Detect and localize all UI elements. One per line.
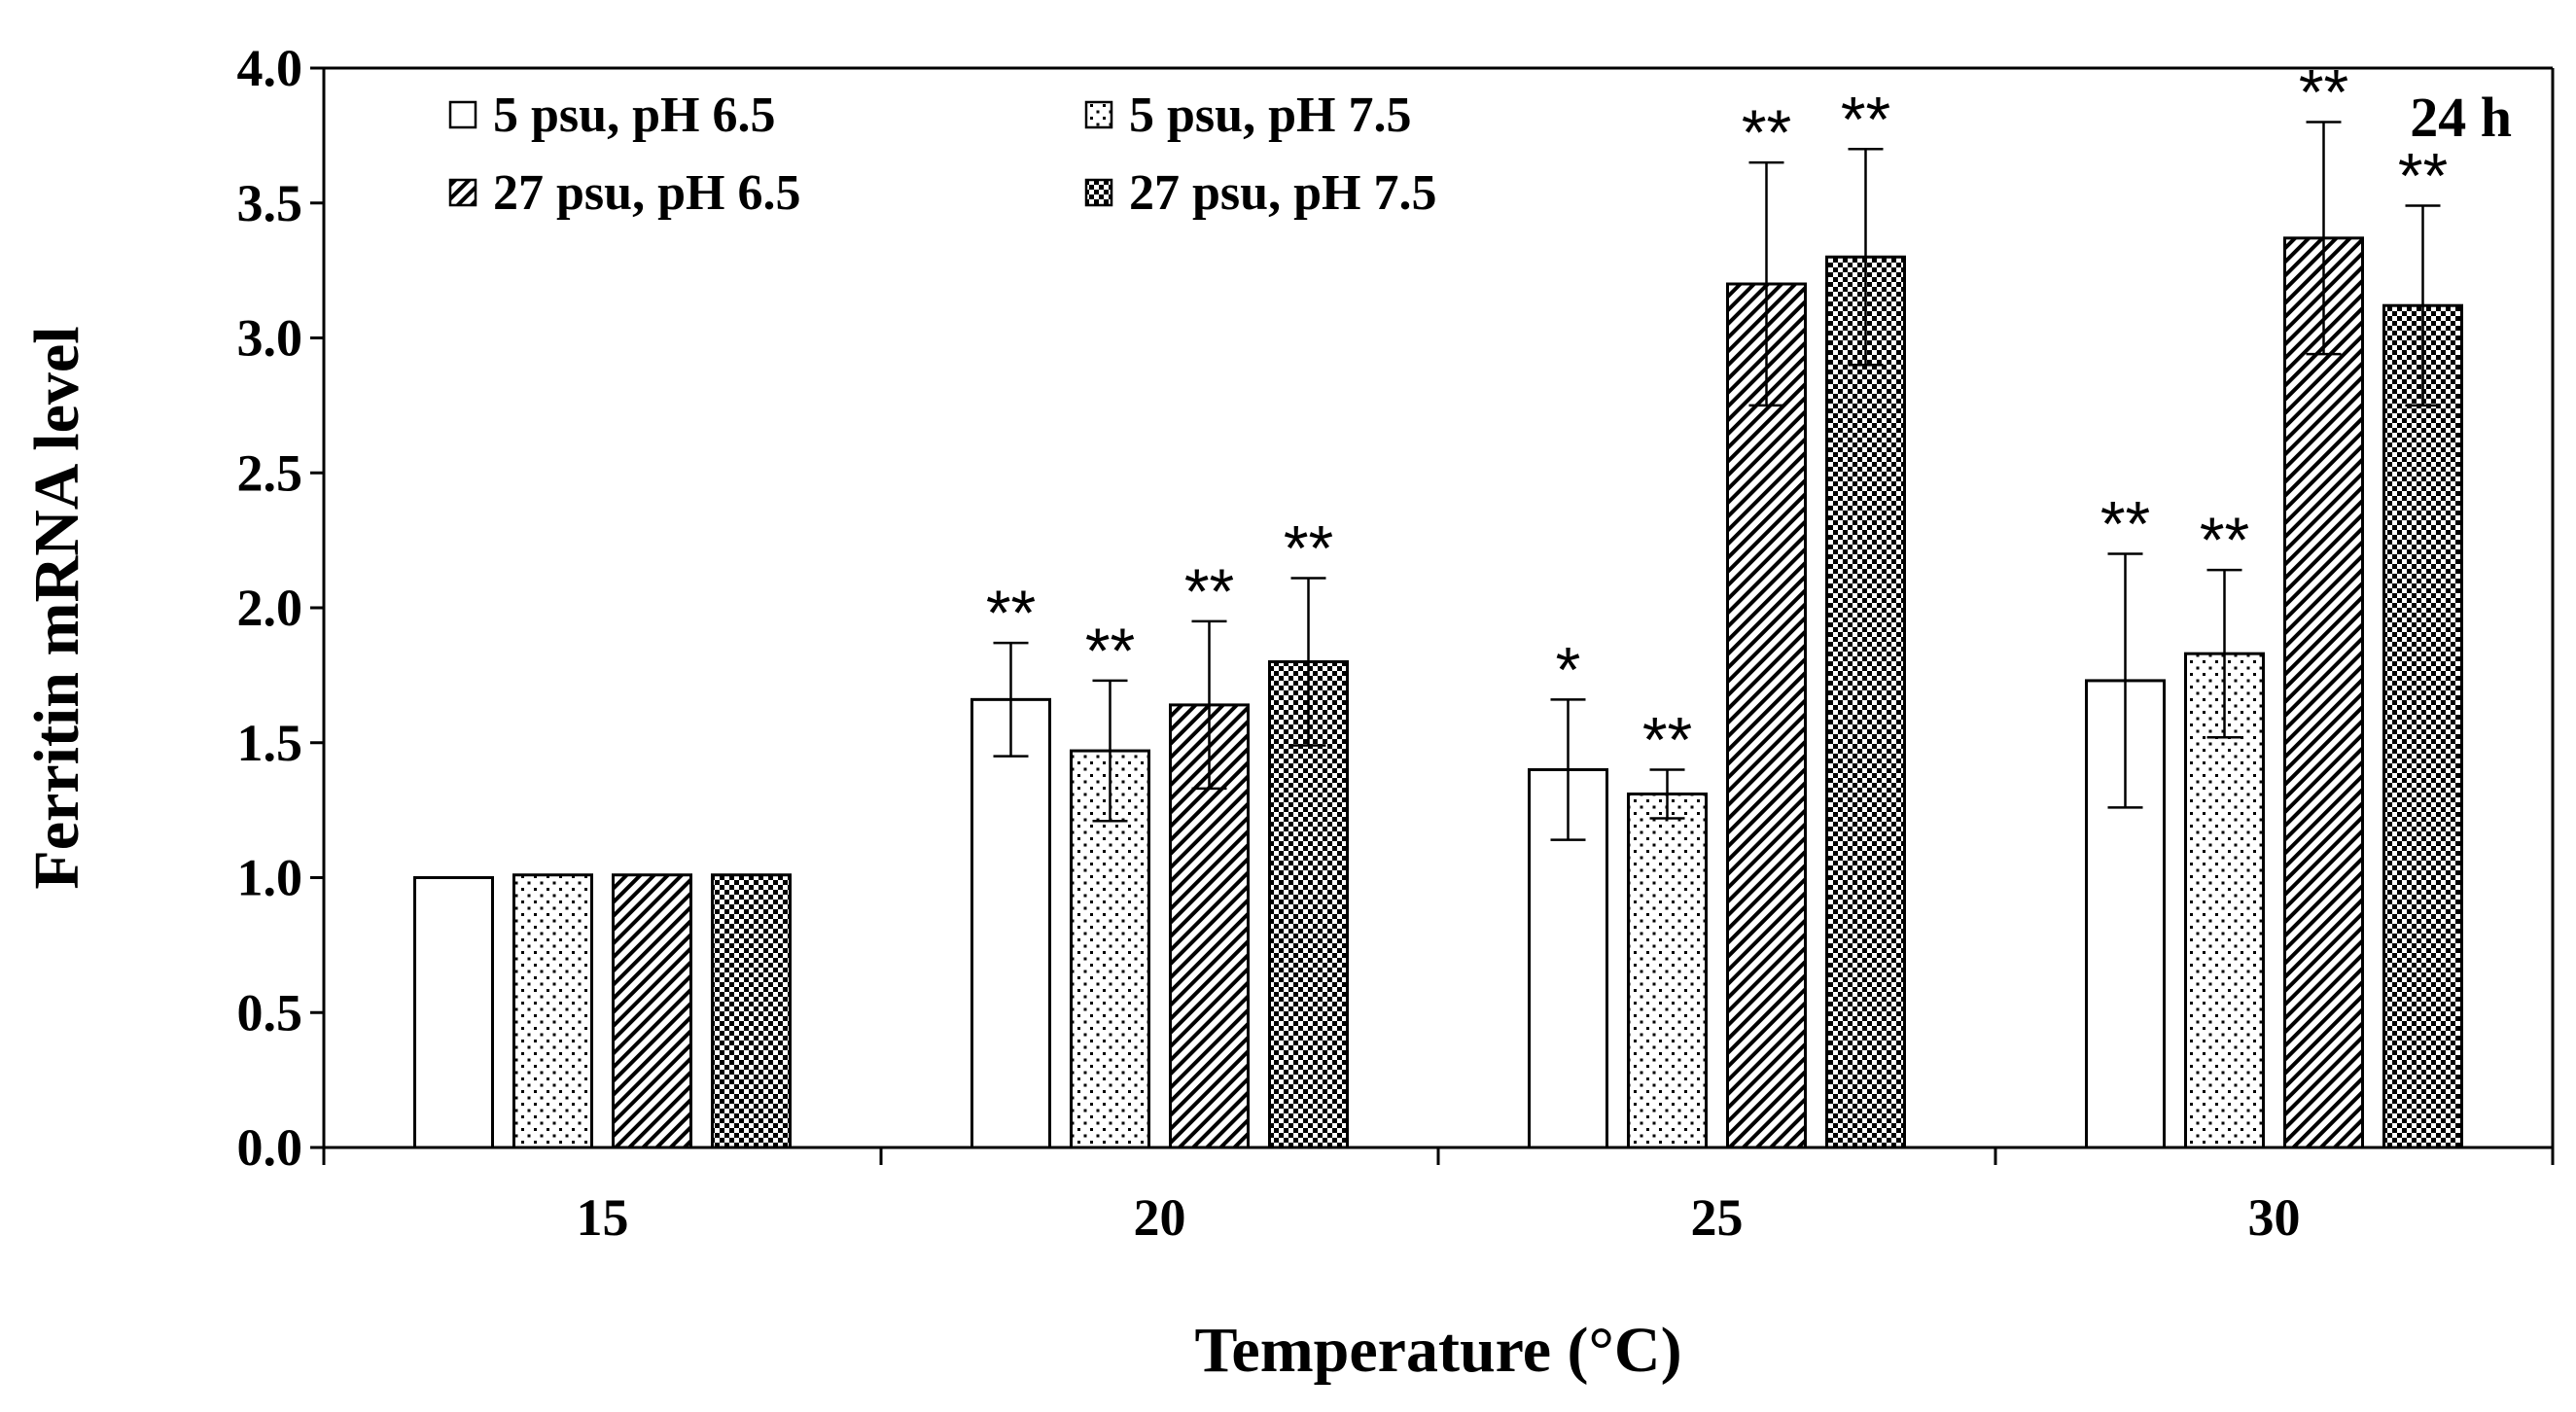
error-bars <box>993 121 2441 841</box>
significance-label: ** <box>2299 56 2348 128</box>
legend-label: 5 psu, pH 6.5 <box>493 88 775 143</box>
y-tick-label: 0.0 <box>237 1118 303 1177</box>
bar-blank-15 <box>413 876 494 1149</box>
x-tick-label: 25 <box>1691 1188 1744 1247</box>
bar-blank-20 <box>970 697 1051 1149</box>
significance-label: ** <box>1284 512 1333 583</box>
bar-dots-15 <box>512 873 593 1149</box>
legend-swatch-dots <box>1084 100 1113 129</box>
y-tick-label: 2.0 <box>237 579 303 637</box>
significance-label: ** <box>1841 83 1890 155</box>
x-tick-label: 30 <box>2248 1188 2301 1247</box>
bar-checker-15 <box>711 873 792 1149</box>
bar-checker-30 <box>2382 303 2463 1149</box>
legend-swatch-checker <box>1084 178 1113 207</box>
y-tick-label: 3.0 <box>237 309 303 368</box>
significance-label: ** <box>1184 555 1234 627</box>
y-tick-label: 1.5 <box>237 714 303 772</box>
legend-swatch-diagonal <box>448 178 477 207</box>
significance-labels: ************* **** ****** <box>986 56 2448 776</box>
bar-diagonal-30 <box>2283 236 2364 1149</box>
y-tick-label: 4.0 <box>237 39 303 97</box>
significance-label: ** <box>1085 615 1135 687</box>
y-tick-label: 0.5 <box>237 983 303 1041</box>
x-axis-title: Temperature (°C) <box>1194 1315 1681 1386</box>
bar-diagonal-25 <box>1726 282 1807 1149</box>
x-ticks: 15 20 25 30 <box>322 1147 2555 1247</box>
x-tick-label: 20 <box>1134 1188 1186 1247</box>
significance-label: ** <box>986 577 1036 649</box>
legend-label: 27 psu, pH 6.5 <box>493 165 800 221</box>
significance-label: ** <box>1642 704 1692 776</box>
bar-checker-25 <box>1825 255 1906 1149</box>
significance-label: ** <box>2200 504 2249 576</box>
significance-label: * <box>1556 633 1581 705</box>
bar-diagonal-15 <box>612 873 692 1149</box>
legend-label: 5 psu, pH 7.5 <box>1129 88 1411 143</box>
legend: 5 psu, pH 6.5 5 psu, pH 7.5 27 psu, pH 6.5… <box>448 88 1436 221</box>
y-tick-label: 2.5 <box>237 443 303 502</box>
significance-label: ** <box>1742 96 1791 168</box>
y-tick-label: 3.5 <box>237 174 303 232</box>
bars <box>413 236 2463 1149</box>
y-tick-label: 1.0 <box>237 849 303 907</box>
bar-dots-25 <box>1627 792 1708 1149</box>
y-axis-title: Ferritin mRNA level <box>21 326 92 889</box>
significance-label: ** <box>2100 488 2150 560</box>
x-tick-label: 15 <box>577 1188 629 1247</box>
legend-label: 27 psu, pH 7.5 <box>1129 165 1436 221</box>
significance-label: ** <box>2398 140 2448 212</box>
panel-label: 24 h <box>2410 86 2512 149</box>
y-ticks: 0.0 0.5 1.0 1.5 2.0 2.5 3.0 3.5 4.0 <box>237 39 324 1177</box>
legend-swatch-blank <box>448 100 477 129</box>
